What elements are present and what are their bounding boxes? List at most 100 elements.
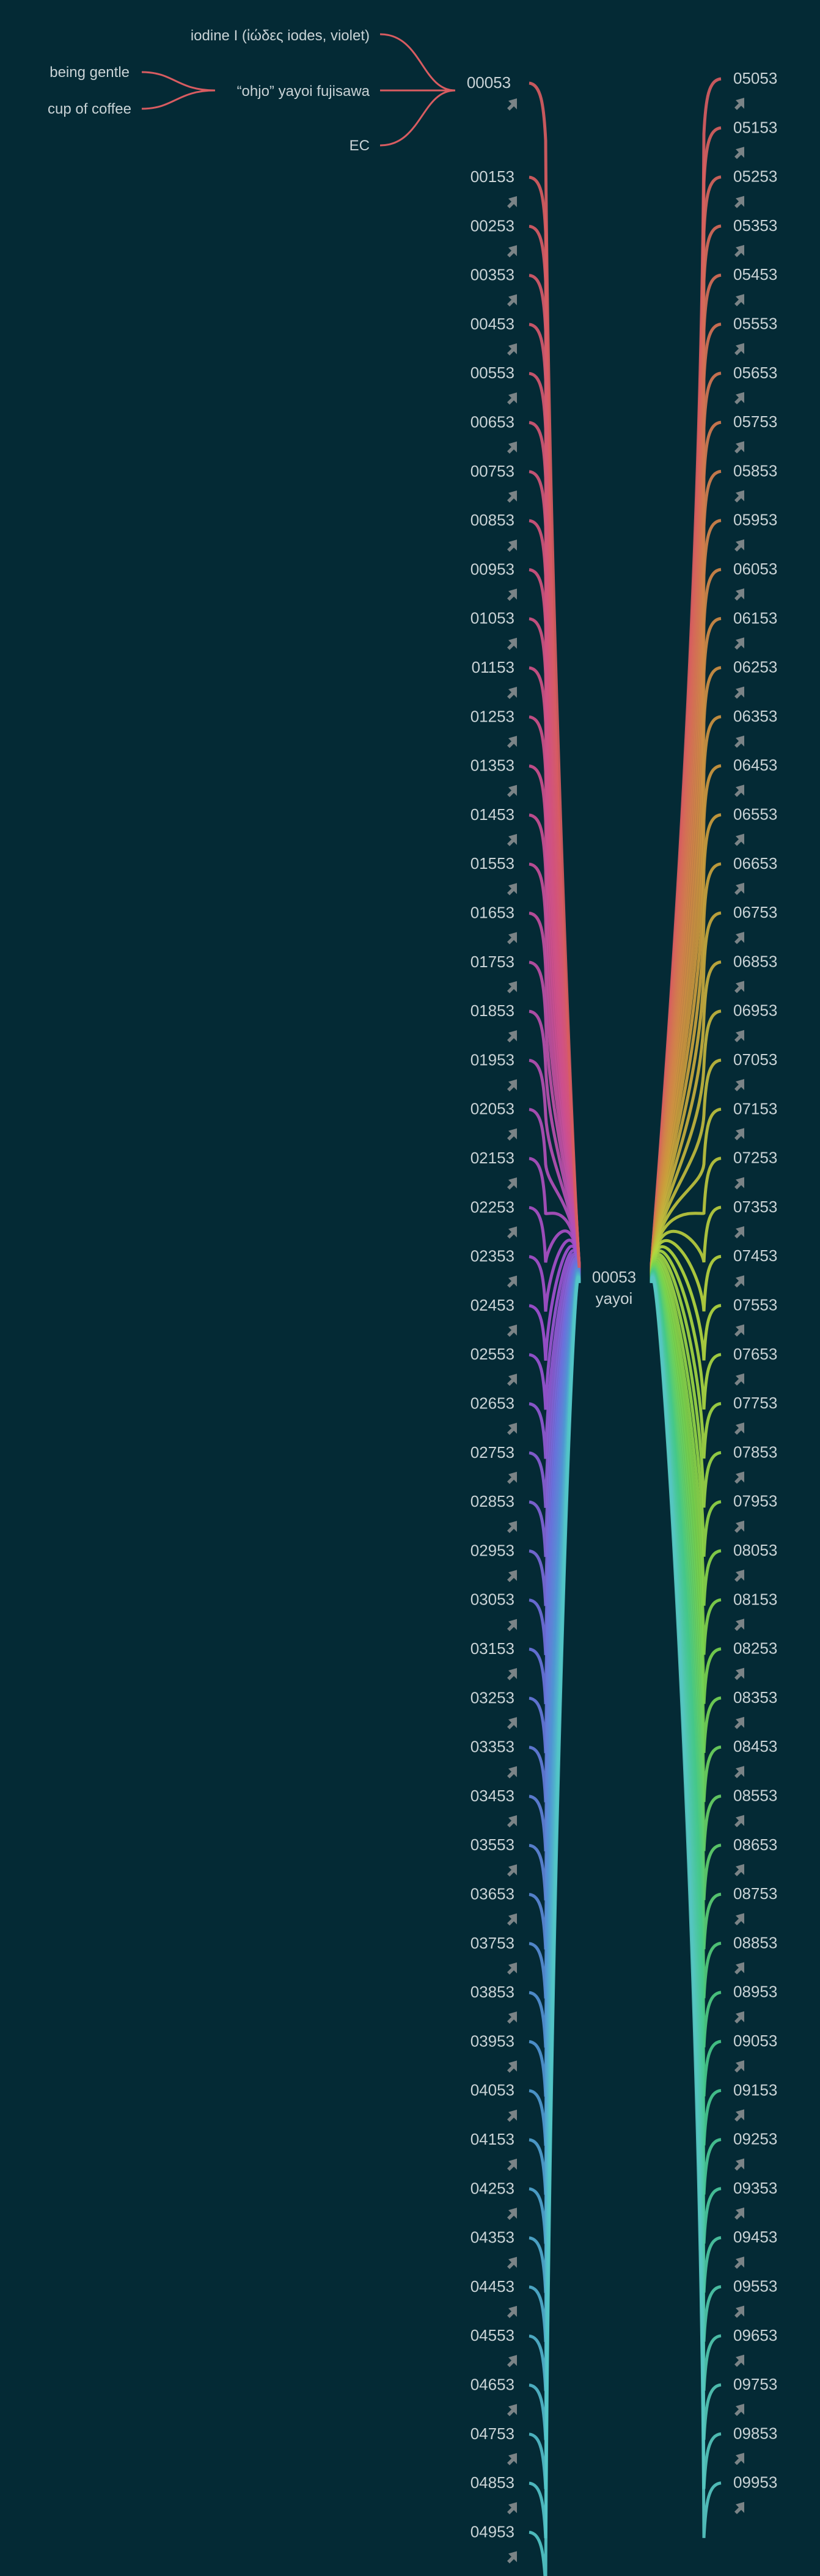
arrow-up-right-icon [507,1521,517,1534]
link-left-02353 [529,1239,581,1312]
link-right-07153 [650,1107,722,1273]
node-label-04953: 04953 [470,2522,514,2541]
arrow-up-right-icon [734,392,744,404]
arrow-up-right-icon [734,637,744,650]
arrow-up-right-icon [507,540,517,552]
node-label-05853: 05853 [733,461,777,480]
link-left-02153 [529,1157,581,1273]
link-right-07353 [650,1206,722,1274]
node-label-08753: 08753 [733,1884,777,1903]
node-label-09253: 09253 [733,2130,777,2148]
node-label-00853: 00853 [470,511,514,529]
arrow-up-right-icon [734,147,744,159]
link-root [529,81,581,1268]
arrow-up-right-icon [734,1962,744,1975]
arrow-up-right-icon [734,244,744,257]
node-label-05653: 05653 [733,364,777,382]
arrow-up-right-icon [507,981,517,993]
node-label-01553: 01553 [470,854,514,873]
node-label-02453: 02453 [470,1296,514,1314]
node-label-04053: 04053 [470,2081,514,2099]
node-label-02753: 02753 [470,1443,514,1462]
link-left-02453 [529,1245,581,1361]
arrow-up-right-icon [507,441,517,454]
node-label-06953: 06953 [733,1001,777,1020]
arrow-up-right-icon [507,1226,517,1239]
origin-label-being-gentle: being gentle [49,64,130,81]
arrow-up-right-icon [734,2305,744,2318]
node-label-03953: 03953 [470,2032,514,2050]
node-label-03053: 03053 [470,1590,514,1609]
node-label-09753: 09753 [733,2375,777,2393]
arrow-up-right-icon [507,1570,517,1583]
node-label-06653: 06653 [733,854,777,873]
node-label-08353: 08353 [733,1688,777,1707]
arrow-up-right-icon [507,637,517,650]
link-right-07253 [650,1157,722,1273]
arrow-up-right-icon [507,2011,517,2024]
arrow-up-right-icon [507,1864,517,1877]
node-label-05153: 05153 [733,118,777,136]
arrow-up-right-icon [507,245,517,258]
node-label-05253: 05253 [733,167,777,186]
node-label-05353: 05353 [733,216,777,235]
node-label-02553: 02553 [470,1345,514,1363]
node-label-08853: 08853 [733,1933,777,1952]
node-label-09953: 09953 [733,2473,777,2492]
root-label: 00053 [467,73,511,92]
node-label-06853: 06853 [733,952,777,970]
arrow-up-right-icon [507,1766,517,1779]
arrow-up-right-icon [734,1275,744,1288]
arrow-up-right-icon [734,490,744,503]
node-label-08553: 08553 [733,1787,777,1805]
arrow-up-right-icon [734,2060,744,2073]
arrow-up-right-icon [507,2060,517,2073]
arrow-up-right-icon [734,1128,744,1141]
arrow-up-right-icon [507,1668,517,1680]
link-left-04953 [529,1276,581,2576]
node-label-05553: 05553 [733,315,777,333]
node-label-02353: 02353 [470,1247,514,1265]
node-label-02653: 02653 [470,1394,514,1413]
arrow-up-right-icon [734,1766,744,1779]
arrow-up-right-icon [734,833,744,846]
arrow-up-right-icon [734,735,744,748]
arrow-up-right-icon [734,1079,744,1091]
node-label-04453: 04453 [470,2277,514,2296]
arrow-up-right-icon [507,2551,517,2564]
node-label-03153: 03153 [470,1639,514,1658]
arrow-up-right-icon [507,2453,517,2465]
arrow-up-right-icon [734,1422,744,1435]
arrow-up-right-icon [734,882,744,895]
node-label-02853: 02853 [470,1492,514,1510]
arrow-up-right-icon [507,98,517,111]
arrow-up-right-icon [507,392,517,405]
arrow-up-right-icon [734,785,744,797]
arrow-up-right-icon [507,1079,517,1092]
arrow-up-right-icon [507,1324,517,1337]
center-label-id: 00053 [592,1268,636,1286]
node-label-03353: 03353 [470,1738,514,1756]
arrow-up-right-icon [507,1619,517,1631]
arrow-up-right-icon [507,294,517,307]
node-label-07053: 07053 [733,1050,777,1069]
node-label-01053: 01053 [470,609,514,628]
arrow-up-right-icon [734,539,744,552]
arrow-up-right-icon [734,196,744,208]
link-layer [529,77,722,2576]
arrow-up-right-icon [507,833,517,846]
link-iodine [379,33,456,92]
node-label-00553: 00553 [470,364,514,382]
arrow-up-right-icon [507,1815,517,1828]
link-cup-of-coffee [141,89,216,110]
arrow-up-right-icon [507,1422,517,1435]
node-label-07253: 07253 [733,1149,777,1167]
arrow-up-right-icon [734,2158,744,2171]
node-label-02953: 02953 [470,1541,514,1559]
node-label-03653: 03653 [470,1885,514,1903]
arrow-up-right-icon [507,343,517,356]
node-label-00353: 00353 [470,266,514,284]
node-label-07453: 07453 [733,1246,777,1265]
center-node: 00053 yayoi [592,1268,636,1308]
